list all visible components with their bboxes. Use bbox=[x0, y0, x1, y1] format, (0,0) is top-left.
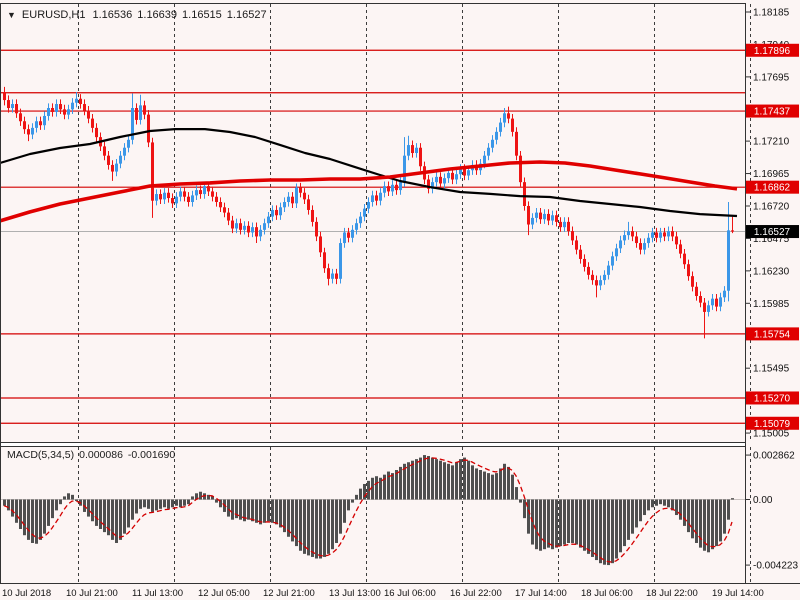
svg-text:17 Jul 14:00: 17 Jul 14:00 bbox=[515, 588, 567, 599]
ma-slow-red-line bbox=[0, 160, 738, 223]
svg-text:10 Jul 21:00: 10 Jul 21:00 bbox=[66, 588, 118, 599]
macd-signal-value: -0.001690 bbox=[127, 449, 176, 461]
macd-signal-line bbox=[3, 457, 733, 563]
high-value: 1.16639 bbox=[137, 9, 178, 21]
macd-main-value: 0.000086 bbox=[79, 449, 123, 461]
svg-text:18 Jul 22:00: 18 Jul 22:00 bbox=[646, 588, 698, 599]
ma-fast-black-line bbox=[0, 128, 738, 218]
svg-text:-0.004223: -0.004223 bbox=[753, 561, 798, 572]
svg-text:1.16475: 1.16475 bbox=[753, 234, 790, 245]
svg-text:0.00: 0.00 bbox=[753, 495, 773, 506]
svg-text:13 Jul 13:00: 13 Jul 13:00 bbox=[329, 588, 381, 599]
close-value: 1.16527 bbox=[226, 9, 267, 21]
svg-text:1.15754: 1.15754 bbox=[754, 329, 791, 340]
price-level-badges: 1.17896 1.17437 1.16862 1.15754 1.15270 1.150… bbox=[746, 43, 799, 430]
svg-text:1.16720: 1.16720 bbox=[753, 201, 790, 212]
svg-text:1.17437: 1.17437 bbox=[754, 107, 791, 118]
svg-text:19 Jul 14:00: 19 Jul 14:00 bbox=[712, 588, 764, 599]
svg-text:16 Jul 06:00: 16 Jul 06:00 bbox=[384, 588, 436, 599]
macd-indicator-header: MACD(5,34,5) 0.000086 -0.001690 bbox=[7, 449, 180, 461]
low-value: 1.16515 bbox=[182, 9, 222, 21]
macd-name-label: MACD(5,34,5) bbox=[7, 449, 75, 461]
svg-text:1.15005: 1.15005 bbox=[753, 429, 790, 440]
ohlc-header: ▼ EURUSD,H1 1.16536 1.16639 1.16515 1.16527 bbox=[7, 9, 272, 21]
svg-text:16 Jul 22:00: 16 Jul 22:00 bbox=[450, 588, 502, 599]
open-value: 1.16536 bbox=[92, 9, 133, 21]
svg-text:0.002862: 0.002862 bbox=[753, 451, 795, 462]
svg-text:12 Jul 05:00: 12 Jul 05:00 bbox=[198, 588, 250, 599]
candlesticks bbox=[3, 86, 734, 339]
svg-text:1.17210: 1.17210 bbox=[753, 137, 790, 148]
day-separator-gridlines bbox=[78, 4, 751, 583]
svg-text:1.15985: 1.15985 bbox=[753, 299, 790, 310]
support-resistance-lines bbox=[0, 49, 745, 424]
svg-text:1.16527: 1.16527 bbox=[754, 227, 791, 238]
svg-text:12 Jul 21:00: 12 Jul 21:00 bbox=[263, 588, 315, 599]
svg-text:1.17695: 1.17695 bbox=[753, 72, 790, 83]
svg-text:1.15270: 1.15270 bbox=[754, 393, 791, 404]
svg-text:10 Jul 2018: 10 Jul 2018 bbox=[2, 588, 51, 599]
svg-text:1.16965: 1.16965 bbox=[753, 169, 790, 180]
svg-text:18 Jul 06:00: 18 Jul 06:00 bbox=[581, 588, 633, 599]
time-axis: 10 Jul 2018 10 Jul 21:00 11 Jul 13:00 12 Ju… bbox=[2, 588, 764, 599]
macd-axis: 0.002862 0.00 -0.004223 bbox=[746, 451, 798, 572]
svg-text:1.16230: 1.16230 bbox=[753, 266, 790, 277]
svg-text:1.16862: 1.16862 bbox=[754, 183, 791, 194]
symbol-dropdown-icon[interactable]: ▼ bbox=[7, 10, 16, 20]
svg-text:1.18185: 1.18185 bbox=[753, 8, 790, 19]
symbol-period-label: EURUSD,H1 bbox=[21, 9, 86, 21]
svg-text:11 Jul 13:00: 11 Jul 13:00 bbox=[132, 588, 183, 599]
chart-frame bbox=[0, 3, 800, 584]
svg-text:1.17896: 1.17896 bbox=[754, 46, 791, 57]
svg-text:1.15079: 1.15079 bbox=[754, 419, 791, 430]
macd-histogram bbox=[3, 455, 734, 566]
svg-text:1.15495: 1.15495 bbox=[753, 364, 790, 375]
